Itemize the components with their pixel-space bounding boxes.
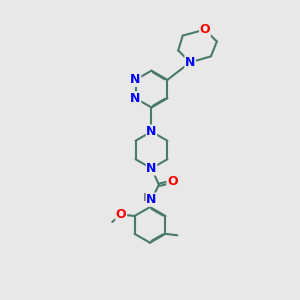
Text: N: N [130, 92, 141, 105]
Text: N: N [146, 193, 157, 206]
Text: N: N [146, 162, 157, 175]
Text: O: O [200, 23, 210, 36]
Text: H: H [143, 193, 152, 203]
Text: O: O [167, 175, 178, 188]
Text: N: N [146, 125, 157, 138]
Text: N: N [185, 56, 195, 69]
Text: N: N [130, 74, 141, 86]
Text: O: O [116, 208, 127, 221]
